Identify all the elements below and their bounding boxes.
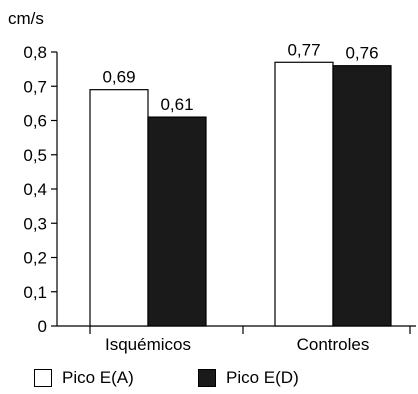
y-axis-label: cm/s	[8, 9, 44, 28]
y-ticks: 0 0,1 0,2 0,3 0,4 0,5 0,6 0,7 0,8	[23, 43, 57, 336]
y-tick-label: 0,3	[23, 214, 47, 233]
legend-item-pico-e-d: Pico E(D)	[198, 368, 299, 388]
bar	[147, 116, 207, 327]
y-tick-label: 0,4	[23, 180, 47, 199]
legend-swatch-pico-e-d	[198, 369, 216, 387]
legend: Pico E(A) Pico E(D)	[0, 368, 418, 394]
bar-value-labels: 0,69 0,61 0,77 0,76	[102, 40, 378, 114]
category-labels: Isquémicos Controles	[105, 335, 369, 354]
y-tick-label: 0,7	[23, 77, 47, 96]
legend-label-pico-e-a: Pico E(A)	[62, 368, 134, 387]
category-label: Controles	[297, 335, 370, 354]
bar-value-label: 0,61	[160, 95, 193, 114]
y-tick-label: 0,5	[23, 146, 47, 165]
bar-value-label: 0,69	[102, 68, 135, 87]
y-tick-label: 0	[38, 317, 47, 336]
category-label: Isquémicos	[105, 335, 191, 354]
y-tick-label: 0,2	[23, 249, 47, 268]
legend-item-pico-e-a: Pico E(A)	[34, 368, 134, 388]
bar-chart: cm/s 00,10,20,30,40,50,60,70,8 0,690,610…	[8, 9, 416, 354]
y-tick-label: 0,6	[23, 112, 47, 131]
y-tick-label: 0,1	[23, 283, 47, 302]
legend-label-pico-e-d: Pico E(D)	[226, 368, 299, 387]
y-tick-label: 0,8	[23, 43, 47, 62]
bar	[274, 61, 334, 327]
bar-value-label: 0,77	[287, 40, 320, 59]
bar	[332, 65, 392, 327]
legend-swatch-pico-e-a	[34, 369, 52, 387]
bar-value-label: 0,76	[345, 44, 378, 63]
bar	[89, 89, 149, 327]
bars	[89, 61, 392, 327]
